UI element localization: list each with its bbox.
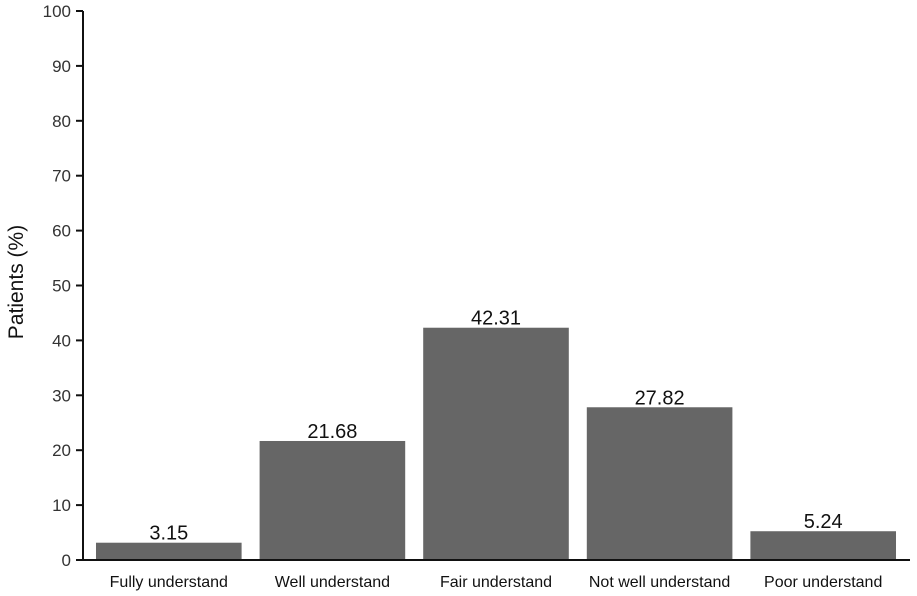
bar-value-label: 3.15 xyxy=(149,523,188,545)
bar-2 xyxy=(423,327,569,560)
y-axis-title: Patients (%) xyxy=(5,225,28,339)
bar-value-labels: 3.15 21.68 42.31 27.82 5.24 xyxy=(149,308,842,545)
y-tick-label: 100 xyxy=(43,2,71,21)
x-category-label: Poor understand xyxy=(764,574,882,591)
y-axis-ticks: 0 10 20 30 40 50 60 70 80 90 100 xyxy=(43,2,83,570)
bar-0 xyxy=(95,542,242,560)
x-axis-category-labels: Fully understand Well understand Fair unde… xyxy=(110,574,883,591)
y-tick-label: 0 xyxy=(62,551,71,570)
bar-value-label: 5.24 xyxy=(804,511,843,533)
y-tick-label: 90 xyxy=(52,57,71,76)
y-tick-label: 20 xyxy=(52,441,71,460)
bar-value-label: 21.68 xyxy=(307,421,357,443)
y-tick-label: 10 xyxy=(52,496,71,515)
bar-value-label: 42.31 xyxy=(471,308,521,330)
x-category-label: Fair understand xyxy=(440,574,552,591)
y-tick-label: 30 xyxy=(52,386,71,405)
y-tick-label: 40 xyxy=(52,331,71,350)
x-category-label: Fully understand xyxy=(110,574,228,591)
y-tick-label: 80 xyxy=(52,112,71,131)
bar-3 xyxy=(586,407,733,560)
bars xyxy=(95,327,897,560)
y-tick-label: 60 xyxy=(52,222,71,241)
bar-1 xyxy=(259,440,406,560)
y-tick-label: 70 xyxy=(52,167,71,186)
y-tick-label: 50 xyxy=(52,277,71,296)
x-category-label: Well understand xyxy=(275,574,390,591)
bar-value-label: 27.82 xyxy=(635,387,685,409)
bar-4 xyxy=(750,531,897,560)
x-category-label: Not well understand xyxy=(589,574,730,591)
